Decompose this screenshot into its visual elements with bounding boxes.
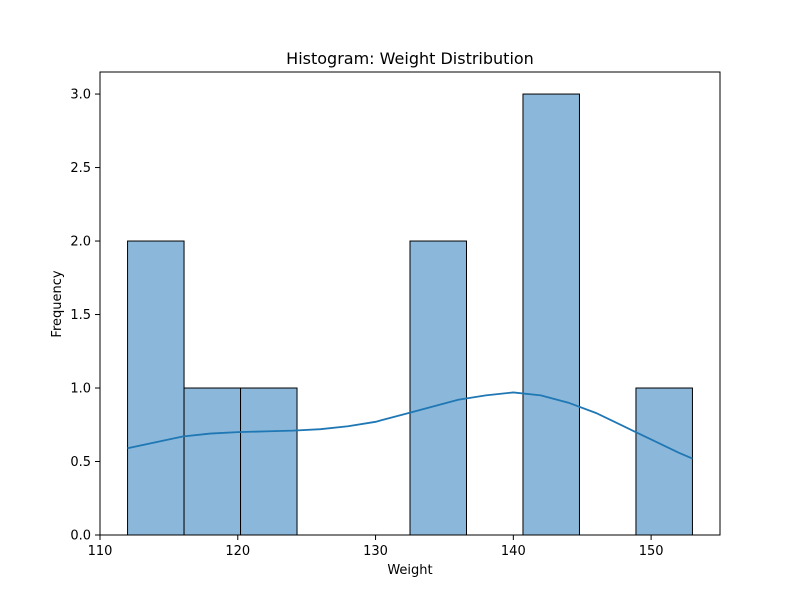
kde-curve xyxy=(127,391,693,460)
histogram-bar-7 xyxy=(522,93,580,536)
y-tick-label: 0.5 xyxy=(70,455,91,470)
bars-group xyxy=(127,93,693,536)
chart-title: Histogram: Weight Distribution xyxy=(286,49,534,68)
x-tick-label: 130 xyxy=(363,544,388,559)
histogram-bar-5 xyxy=(409,240,467,536)
y-axis-label: Frequency xyxy=(50,270,65,337)
y-tick-label: 1.0 xyxy=(70,382,91,397)
plot-frame xyxy=(99,71,721,536)
y-tick-label: 0.0 xyxy=(70,529,91,544)
y-axis: 0.0 0.5 1.0 1.5 2.0 2.5 3.0 xyxy=(70,88,100,544)
histogram-bar-2 xyxy=(240,387,298,536)
y-tick-label: 2.0 xyxy=(70,235,91,250)
histogram-bar-0 xyxy=(127,240,185,536)
x-axis: 110 120 130 140 150 xyxy=(88,535,664,559)
y-tick-label: 3.0 xyxy=(70,88,91,103)
y-tick-label: 1.5 xyxy=(70,308,91,323)
y-tick-label: 2.5 xyxy=(70,161,91,176)
histogram-bar-9 xyxy=(635,387,693,536)
x-tick-label: 140 xyxy=(501,544,526,559)
x-tick-label: 120 xyxy=(225,544,250,559)
x-tick-label: 150 xyxy=(639,544,664,559)
x-tick-label: 110 xyxy=(88,544,113,559)
histogram-bar-1 xyxy=(183,387,242,536)
x-axis-label: Weight xyxy=(387,563,432,578)
